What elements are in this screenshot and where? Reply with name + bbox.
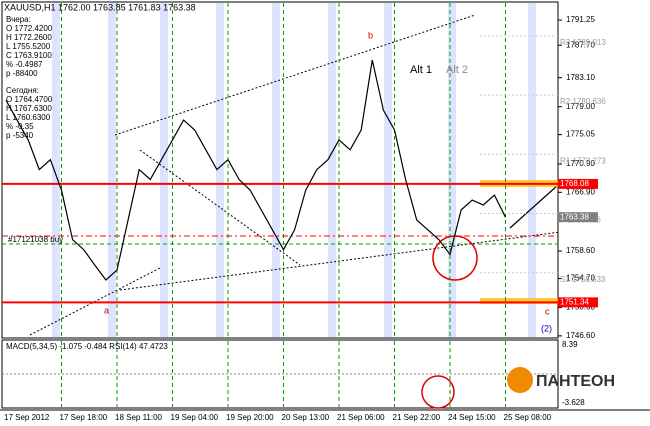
indicator-tick-label: -3.628 (562, 398, 585, 407)
x-tick-label: 25 Sep 08:00 (504, 413, 552, 422)
session-band (528, 3, 536, 337)
pivot-label: R2 1780.636 (560, 97, 606, 106)
info-line: Сегодня: (6, 86, 39, 95)
level-box (558, 297, 598, 308)
info-line: Вчера: (6, 15, 31, 24)
trend-line (139, 149, 301, 266)
y-tick-label: 1787.70 (566, 40, 595, 49)
info-line: L 1755.5200 (6, 42, 51, 51)
y-tick-label: 1783.10 (566, 73, 595, 82)
annotation: a (104, 305, 109, 315)
info-line: % -0.4987 (6, 60, 43, 69)
projection-line (509, 184, 559, 229)
info-line: C 1763.9100 (6, 51, 52, 60)
indicator-tick-label: 8.39 (562, 340, 578, 349)
session-band (448, 3, 456, 337)
pivot-label: R3 1789.013 (560, 38, 606, 47)
price-line (5, 59, 507, 281)
info-line: L 1760.6300 (6, 113, 51, 122)
x-tick-label: 17 Sep 2012 (4, 413, 50, 422)
trend-line (119, 231, 561, 291)
session-band (160, 3, 168, 337)
session-band (108, 3, 116, 337)
annotation: c (545, 306, 550, 316)
session-band (328, 3, 336, 337)
level-box (558, 178, 598, 189)
y-tick-label: 1779.00 (566, 102, 595, 111)
info-line: p -88400 (6, 69, 38, 78)
x-tick-label: 18 Sep 11:00 (115, 413, 163, 422)
annotation: Alt 1 (410, 64, 432, 76)
session-band (52, 3, 60, 337)
info-line: H 1772.2600 (6, 33, 52, 42)
session-band (216, 3, 224, 337)
pivot-label: S1 1755.533 (560, 275, 606, 284)
y-tick-label: 1775.05 (566, 130, 595, 139)
y-tick-label: 1770.90 (566, 159, 595, 168)
info-line: O 1764.4700 (6, 95, 53, 104)
chart-title: XAUUSD,H1 1762.00 1763.85 1761.83 1763.3… (4, 2, 196, 12)
x-tick-label: 21 Sep 22:00 (393, 413, 441, 422)
y-tick-label: 1754.70 (566, 274, 595, 283)
trend-line (114, 14, 476, 136)
annotation: (2) (541, 323, 552, 333)
info-line: H 1767.6300 (6, 104, 52, 113)
session-band (384, 3, 392, 337)
target-zone (480, 298, 558, 304)
indicator-label: MACD(5,34,5) -1.075 -0.484 RSI(14) 47.47… (6, 342, 168, 351)
level-label: 1751.34 (560, 297, 589, 306)
x-tick-label: 20 Sep 13:00 (282, 413, 330, 422)
y-tick-label: 1758.60 (566, 246, 595, 255)
annotation: b (368, 30, 373, 40)
level-label: 1768.08 (560, 179, 589, 188)
session-band (272, 3, 280, 337)
x-tick-label: 19 Sep 20:00 (226, 413, 274, 422)
y-tick-label: 1766.90 (566, 187, 595, 196)
x-tick-label: 19 Sep 04:00 (171, 413, 219, 422)
y-tick-label: 1791.25 (566, 15, 595, 24)
x-tick-label: 21 Sep 06:00 (337, 413, 385, 422)
order-label: #17121038 buy (8, 235, 63, 244)
level-box (558, 212, 598, 223)
info-line: % -0.35 (6, 122, 34, 131)
y-tick-label: 1746.60 (566, 331, 595, 340)
session-bands (52, 3, 536, 337)
x-tick-label: 24 Sep 15:00 (448, 413, 496, 422)
info-line: p -5340 (6, 131, 34, 140)
x-tick-label: 17 Sep 18:00 (60, 413, 108, 422)
level-label: 1763.38 (560, 212, 589, 221)
pivot-label: R1 1772.273 (560, 156, 606, 165)
logo-mark (507, 367, 533, 393)
main-frame (1, 1, 559, 339)
info-line: O 1772.4200 (6, 24, 53, 33)
highlight-circle (421, 375, 455, 409)
logo: ПАНТЕОН (536, 373, 615, 390)
annotation: Alt 2 (446, 64, 468, 76)
